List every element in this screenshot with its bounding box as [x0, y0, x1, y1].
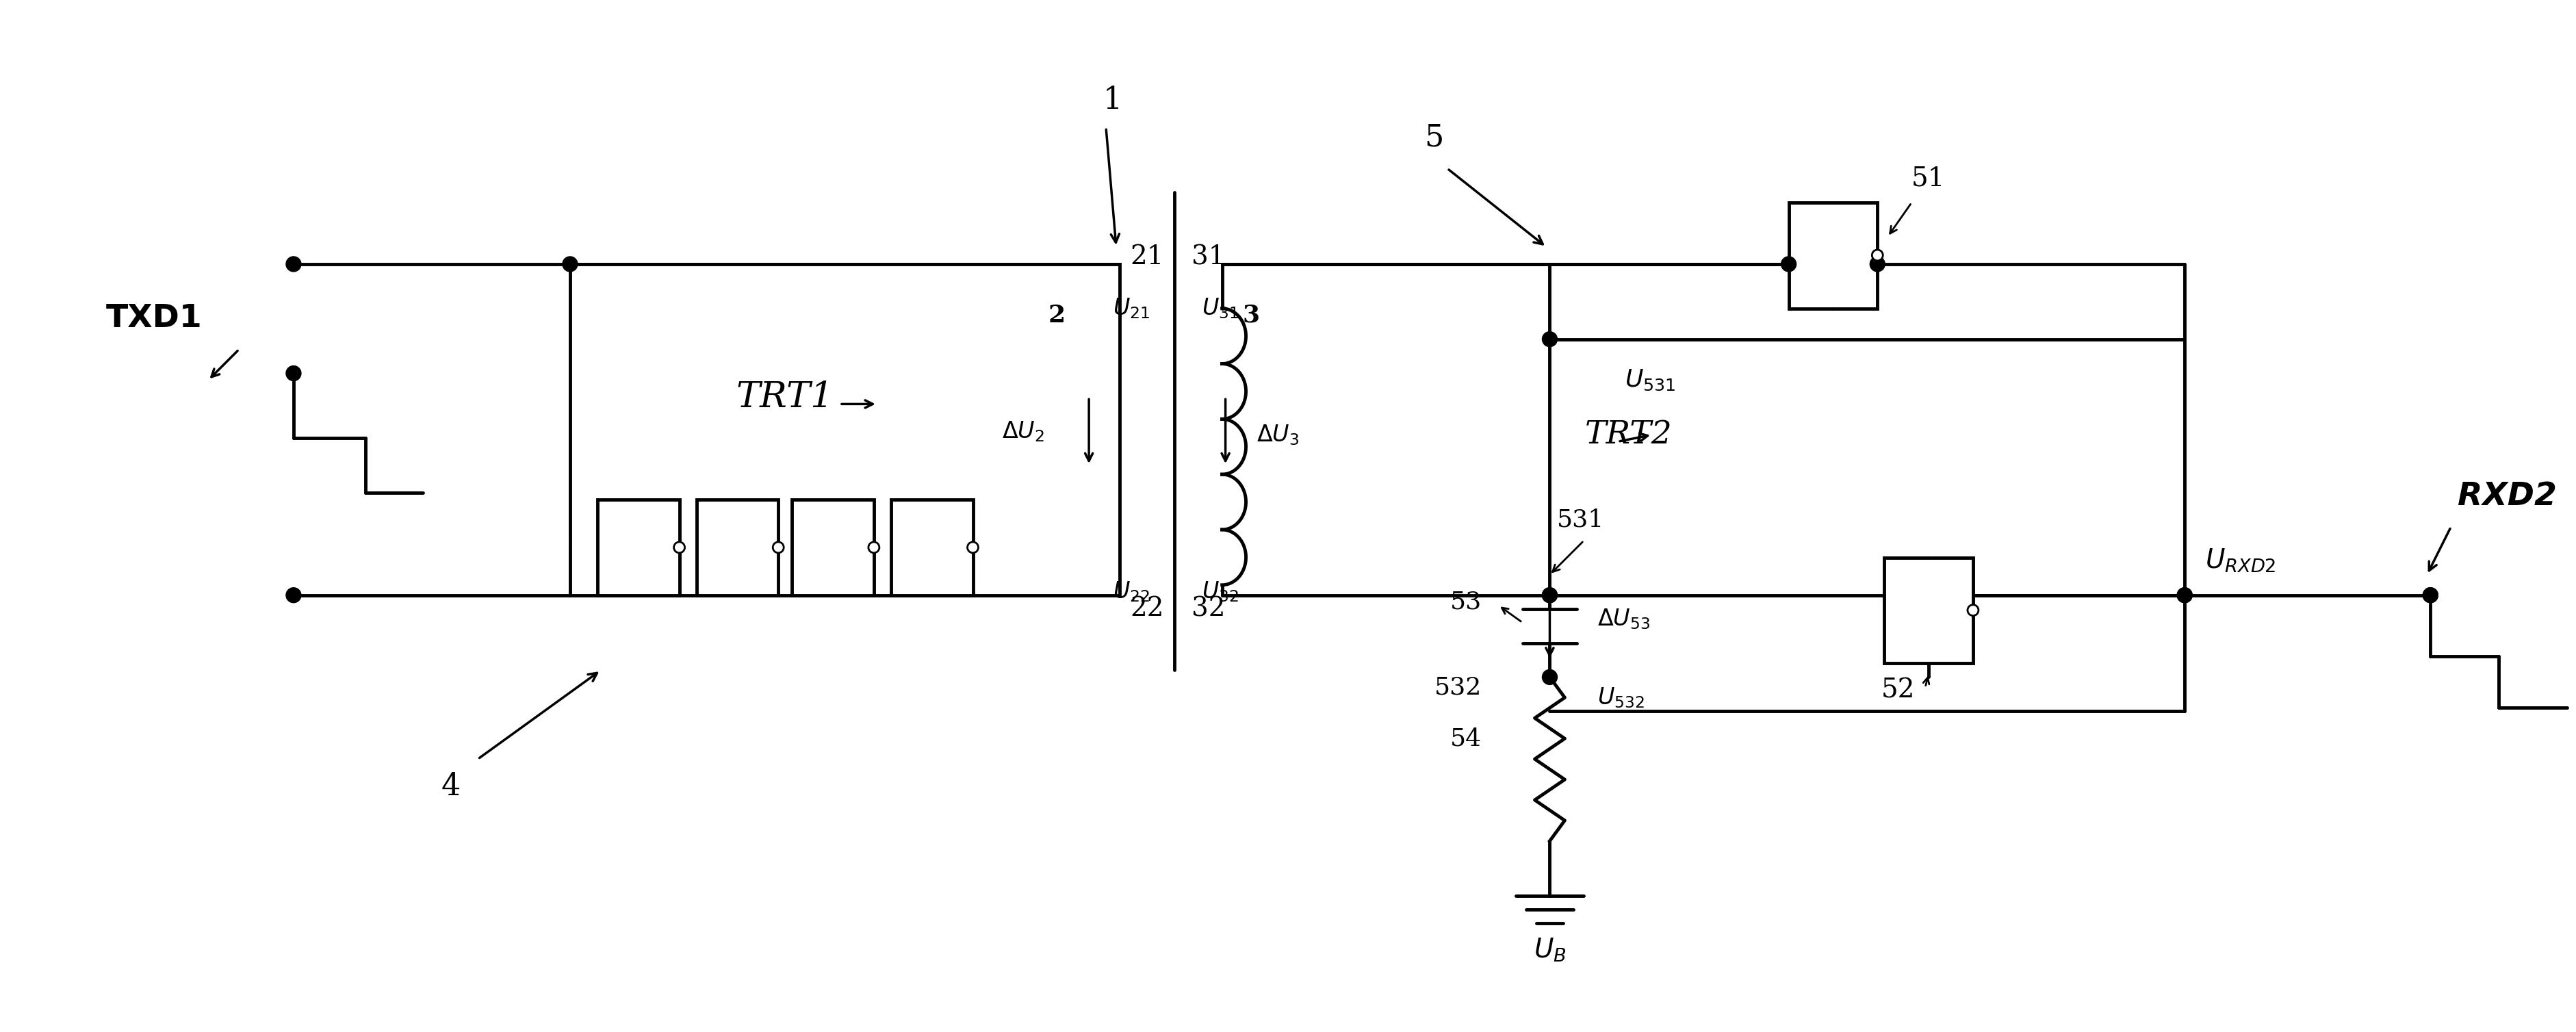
Circle shape: [1968, 605, 1978, 616]
Text: $U_{21}$: $U_{21}$: [1113, 296, 1149, 320]
Circle shape: [1870, 257, 1886, 271]
Text: 4: 4: [440, 772, 461, 801]
Text: TRT2: TRT2: [1584, 419, 1672, 450]
Bar: [791, 499, 873, 595]
Bar: [569, 264, 1121, 595]
Circle shape: [1873, 250, 1883, 261]
Circle shape: [675, 542, 685, 553]
Text: $U_{32}$: $U_{32}$: [1200, 580, 1239, 604]
Circle shape: [1780, 257, 1795, 271]
Bar: [1883, 557, 1973, 664]
Text: $U_{531}$: $U_{531}$: [1625, 368, 1677, 392]
Circle shape: [286, 587, 301, 603]
Text: 532: 532: [1435, 676, 1481, 699]
Circle shape: [1543, 587, 1558, 603]
Text: $U_B$: $U_B$: [1533, 937, 1566, 964]
Circle shape: [286, 257, 301, 271]
Text: 5: 5: [1425, 123, 1443, 153]
Text: $U_{22}$: $U_{22}$: [1113, 580, 1149, 604]
Circle shape: [1543, 587, 1558, 603]
Text: $\Delta U_2$: $\Delta U_2$: [1002, 419, 1043, 443]
Text: 53: 53: [1450, 590, 1481, 614]
Text: $\Delta U_3$: $\Delta U_3$: [1257, 423, 1298, 447]
Text: 2: 2: [1048, 303, 1064, 327]
Circle shape: [868, 542, 878, 553]
Text: $U_{532}$: $U_{532}$: [1597, 685, 1643, 709]
Text: 51: 51: [1911, 166, 1945, 191]
Circle shape: [2177, 587, 2192, 603]
Text: 31: 31: [1190, 245, 1226, 270]
Text: RXD2: RXD2: [2458, 481, 2558, 512]
Circle shape: [2424, 587, 2437, 603]
Text: $\Delta U_{53}$: $\Delta U_{53}$: [1597, 607, 1651, 631]
Text: 32: 32: [1190, 596, 1226, 621]
Circle shape: [1543, 670, 1558, 684]
Text: TRT1: TRT1: [737, 380, 835, 415]
Circle shape: [969, 542, 979, 553]
Bar: [696, 499, 778, 595]
Text: 54: 54: [1450, 727, 1481, 750]
Circle shape: [2424, 587, 2437, 603]
Text: 1: 1: [1103, 86, 1123, 115]
Circle shape: [2177, 587, 2192, 603]
Text: 21: 21: [1131, 245, 1164, 270]
Circle shape: [1543, 331, 1558, 347]
Bar: [598, 499, 680, 595]
Text: 22: 22: [1131, 596, 1164, 621]
Circle shape: [773, 542, 783, 553]
Text: 531: 531: [1556, 509, 1605, 531]
Circle shape: [286, 365, 301, 381]
Text: TXD1: TXD1: [106, 303, 201, 334]
Bar: [891, 499, 974, 595]
Bar: [1788, 202, 1878, 309]
Text: 52: 52: [1880, 678, 1914, 704]
Circle shape: [562, 257, 577, 271]
Text: $U_{31}$: $U_{31}$: [1200, 296, 1239, 320]
Text: 3: 3: [1242, 303, 1260, 327]
Text: $U_{RXD2}$: $U_{RXD2}$: [2205, 548, 2277, 575]
